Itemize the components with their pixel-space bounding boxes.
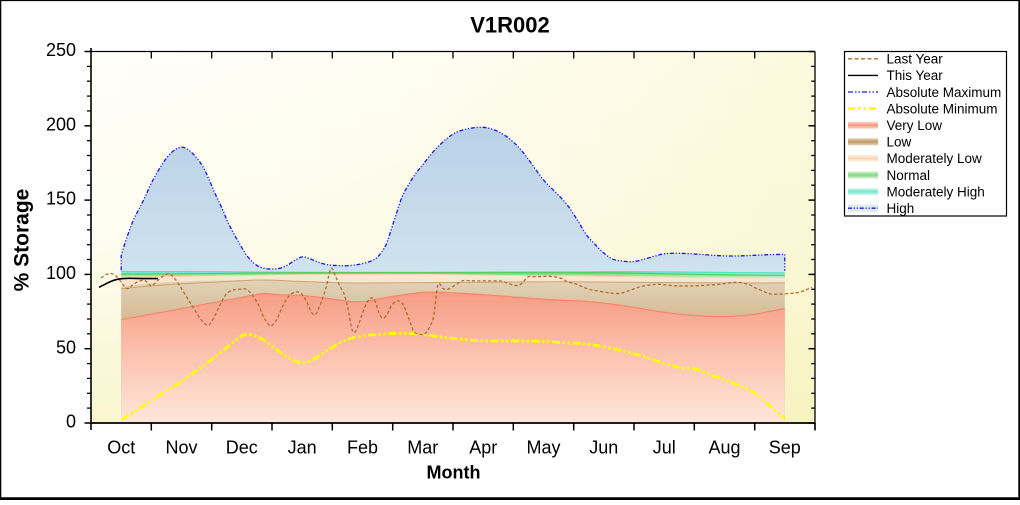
svg-text:% Storage: % Storage	[11, 189, 34, 292]
svg-text:This Year: This Year	[887, 68, 944, 83]
svg-text:Jul: Jul	[653, 438, 676, 458]
svg-text:Oct: Oct	[107, 438, 135, 458]
svg-text:Low: Low	[887, 135, 912, 150]
svg-text:Sep: Sep	[769, 438, 801, 458]
svg-text:High: High	[887, 201, 915, 216]
svg-text:Absolute Maximum: Absolute Maximum	[887, 85, 1002, 100]
svg-text:Apr: Apr	[469, 438, 497, 458]
svg-text:Aug: Aug	[708, 438, 740, 458]
svg-text:Moderately High: Moderately High	[887, 184, 985, 199]
svg-text:Feb: Feb	[347, 438, 378, 458]
svg-text:250: 250	[46, 40, 76, 60]
svg-text:Dec: Dec	[226, 438, 258, 458]
svg-text:Month: Month	[427, 463, 481, 483]
svg-text:Moderately Low: Moderately Low	[887, 151, 983, 166]
svg-text:0: 0	[66, 412, 76, 432]
svg-text:150: 150	[46, 189, 76, 209]
svg-text:May: May	[526, 438, 560, 458]
svg-text:Last Year: Last Year	[887, 52, 944, 67]
svg-text:Mar: Mar	[407, 438, 438, 458]
svg-text:200: 200	[46, 114, 76, 134]
svg-text:Nov: Nov	[165, 438, 197, 458]
svg-text:Normal: Normal	[887, 168, 931, 183]
svg-text:100: 100	[46, 263, 76, 283]
svg-text:50: 50	[56, 337, 76, 357]
svg-text:Absolute Minimum: Absolute Minimum	[887, 101, 998, 116]
svg-text:V1R002: V1R002	[470, 13, 550, 38]
svg-text:Jan: Jan	[288, 438, 317, 458]
svg-text:Very Low: Very Low	[887, 118, 943, 133]
svg-text:Jun: Jun	[589, 438, 618, 458]
